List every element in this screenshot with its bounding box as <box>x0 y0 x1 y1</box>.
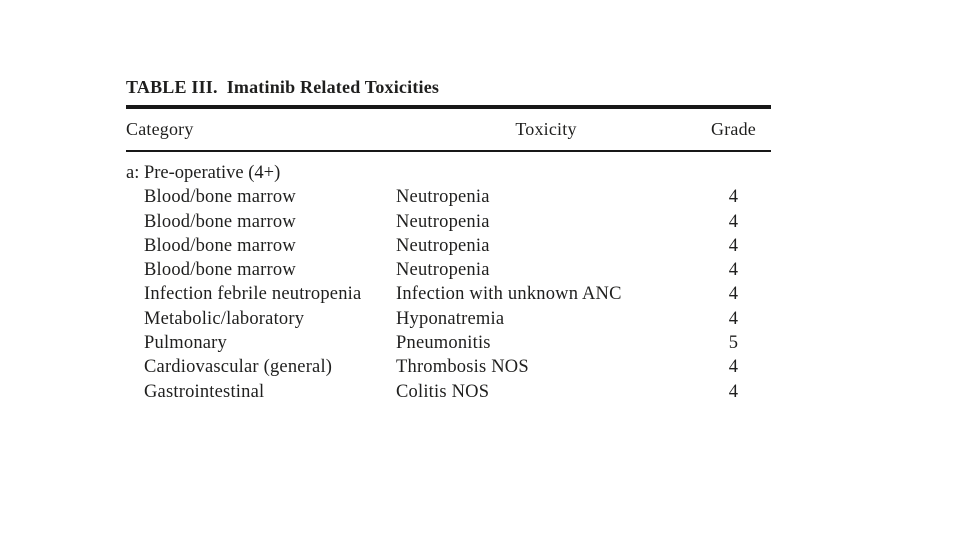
table-row: Blood/bone marrow Neutropenia 4 <box>126 234 771 258</box>
table-header-row: Category Toxicity Grade <box>126 109 771 150</box>
grade-cell: 4 <box>728 381 739 402</box>
toxicity-cell: Pneumonitis <box>396 333 491 354</box>
category-cell: Blood/bone marrow <box>144 235 296 256</box>
category-cell: Metabolic/laboratory <box>144 308 305 329</box>
column-header-category: Category <box>126 118 194 139</box>
grade-cell: 4 <box>728 211 739 232</box>
table-title-text: Imatinib Related Toxicities <box>226 77 440 97</box>
table-row: Infection febrile neutropenia Infection … <box>126 282 771 306</box>
toxicity-cell: Infection with unknown ANC <box>396 284 622 305</box>
category-cell: Infection febrile neutropenia <box>144 284 362 305</box>
top-rule <box>126 105 771 109</box>
category-cell: Pulmonary <box>144 333 227 354</box>
category-cell: Gastrointestinal <box>144 381 265 402</box>
section-header-row: a: Pre-operative (4+) <box>126 163 281 183</box>
toxicity-cell: Colitis NOS <box>396 381 490 402</box>
header-rule <box>126 149 771 152</box>
grade-cell: 5 <box>728 333 739 354</box>
table-title: TABLE III. Imatinib Related Toxicities <box>126 77 771 97</box>
table-row: Blood/bone marrow Neutropenia 4 <box>126 210 771 234</box>
toxicity-cell: Neutropenia <box>396 187 490 208</box>
grade-cell: 4 <box>728 260 739 281</box>
table-row: Cardiovascular (general) Thrombosis NOS … <box>126 355 771 379</box>
grade-cell: 4 <box>728 308 739 329</box>
toxicity-cell: Neutropenia <box>396 260 490 281</box>
toxicity-cell: Neutropenia <box>396 211 490 232</box>
toxicity-cell: Thrombosis NOS <box>396 357 529 378</box>
category-cell: Cardiovascular (general) <box>144 357 333 378</box>
table-number-label: TABLE III. <box>126 77 218 97</box>
category-cell: Blood/bone marrow <box>144 187 296 208</box>
grade-cell: 4 <box>728 357 739 378</box>
category-cell: Blood/bone marrow <box>144 211 296 232</box>
grade-cell: 4 <box>728 235 739 256</box>
grade-cell: 4 <box>728 284 739 305</box>
table-row: Pulmonary Pneumonitis 5 <box>126 331 771 355</box>
table-row: Blood/bone marrow Neutropenia 4 <box>126 185 771 209</box>
toxicity-cell: Neutropenia <box>396 235 490 256</box>
column-header-grade: Grade <box>711 118 756 139</box>
table-body: a: Pre-operative (4+) Blood/bone marrow … <box>126 161 771 404</box>
category-cell: Blood/bone marrow <box>144 260 296 281</box>
table-row: Metabolic/laboratory Hyponatremia 4 <box>126 307 771 331</box>
toxicity-table: TABLE III. Imatinib Related Toxicities Ca… <box>126 77 771 404</box>
toxicity-cell: Hyponatremia <box>396 308 505 329</box>
table-row: Blood/bone marrow Neutropenia 4 <box>126 258 771 282</box>
table-row: Gastrointestinal Colitis NOS 4 <box>126 380 771 404</box>
grade-cell: 4 <box>728 187 739 208</box>
column-header-toxicity: Toxicity <box>515 118 577 139</box>
